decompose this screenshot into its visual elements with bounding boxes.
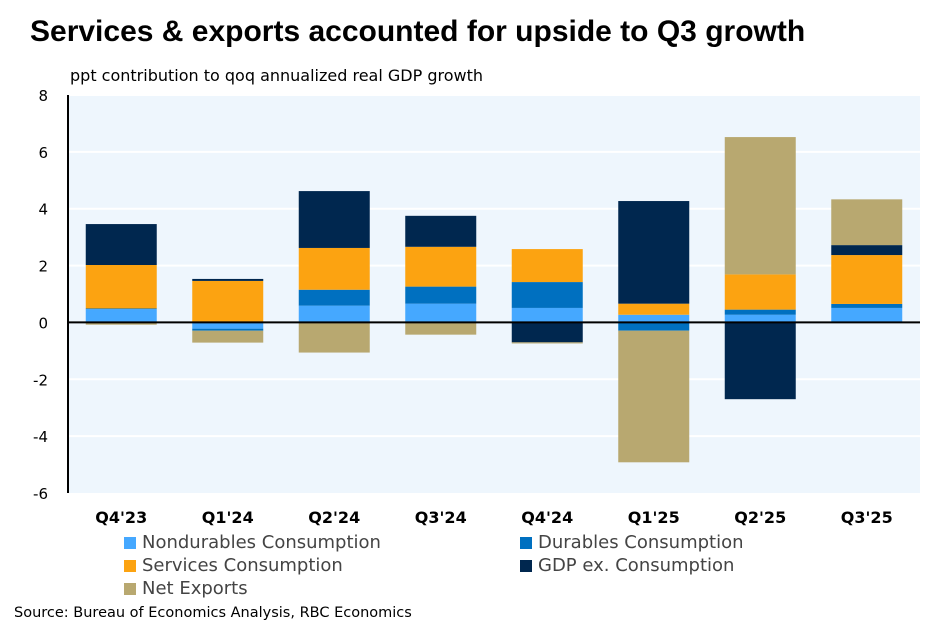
legend-item-gdp-ex-consumption: GDP ex. Consumption	[520, 555, 734, 576]
bar-segment	[405, 246, 477, 287]
bar-segment	[724, 309, 796, 315]
bar-segment	[85, 309, 157, 323]
x-tick-label: Q3'25	[841, 508, 893, 527]
legend-swatch	[124, 559, 136, 572]
y-tick-label: -2	[33, 371, 48, 389]
source-note: Source: Bureau of Economics Analysis, RB…	[14, 605, 412, 621]
bar-segment	[85, 224, 157, 266]
bar-segment	[298, 247, 370, 290]
bar-segment	[618, 303, 690, 315]
bar-segment	[85, 308, 157, 310]
legend-label: Services Consumption	[142, 555, 343, 576]
bar-segment	[831, 199, 903, 246]
x-tick-label: Q4'23	[95, 508, 147, 527]
bar-segment	[298, 305, 370, 323]
bar-segment	[511, 322, 583, 343]
y-tick-label: 8	[38, 87, 48, 105]
y-tick-label: -6	[33, 485, 48, 503]
bar-segment	[405, 303, 477, 323]
legend-item-net-exports: Net Exports	[124, 578, 248, 599]
legend-swatch	[124, 536, 136, 549]
bar-segment	[511, 307, 583, 323]
legend-swatch	[520, 536, 532, 549]
bar-segment	[511, 249, 583, 283]
bar-segment	[618, 322, 690, 331]
x-tick-label: Q1'25	[628, 508, 680, 527]
bar-segment	[192, 328, 264, 331]
legend-item-services: Services Consumption	[124, 555, 343, 576]
bar-segment	[192, 330, 264, 343]
bar-segment	[298, 322, 370, 353]
y-tick-label: 0	[38, 314, 48, 332]
x-tick-label: Q2'24	[308, 508, 360, 527]
bar-segment	[724, 314, 796, 323]
legend-swatch	[124, 582, 136, 595]
bar-segment	[298, 289, 370, 306]
bar-segment	[831, 245, 903, 256]
legend-item-durables: Durables Consumption	[520, 532, 744, 553]
bar-segment	[618, 314, 690, 323]
bar-segment	[724, 137, 796, 275]
legend-label: Net Exports	[142, 578, 248, 599]
legend-item-nondurables: Nondurables Consumption	[124, 532, 381, 553]
bar-segment	[85, 265, 157, 309]
y-tick-label: 2	[38, 258, 48, 276]
legend-label: Durables Consumption	[538, 532, 744, 553]
legend-swatch	[520, 559, 532, 572]
bar-segment	[831, 255, 903, 304]
bar-segment	[724, 274, 796, 310]
bar-segment	[192, 322, 264, 329]
legend-label: GDP ex. Consumption	[538, 555, 735, 576]
bar-segment	[831, 307, 903, 323]
bar-segment	[511, 282, 583, 308]
x-tick-label: Q1'24	[202, 508, 254, 527]
bar-segment	[831, 303, 903, 308]
bar-segment	[405, 286, 477, 304]
legend-label: Nondurables Consumption	[142, 532, 381, 553]
y-tick-label: -4	[33, 428, 48, 446]
bar-segment	[192, 280, 264, 323]
x-tick-label: Q3'24	[415, 508, 467, 527]
bar-segment	[618, 330, 690, 463]
x-tick-label: Q2'25	[734, 508, 786, 527]
bar-segment	[405, 215, 477, 247]
bar-segment	[618, 201, 690, 304]
bar-segment	[724, 322, 796, 400]
y-tick-label: 6	[38, 144, 48, 162]
y-axis-label: ppt contribution to qoq annualized real …	[70, 66, 483, 85]
bar-segment	[511, 342, 583, 344]
bar-segment	[405, 322, 477, 335]
x-tick-label: Q4'24	[521, 508, 573, 527]
bar-segment	[192, 278, 264, 281]
chart-title: Services & exports accounted for upside …	[30, 15, 806, 48]
bar-segment	[85, 322, 157, 325]
y-tick-label: 4	[38, 201, 48, 219]
bar-segment	[298, 191, 370, 248]
